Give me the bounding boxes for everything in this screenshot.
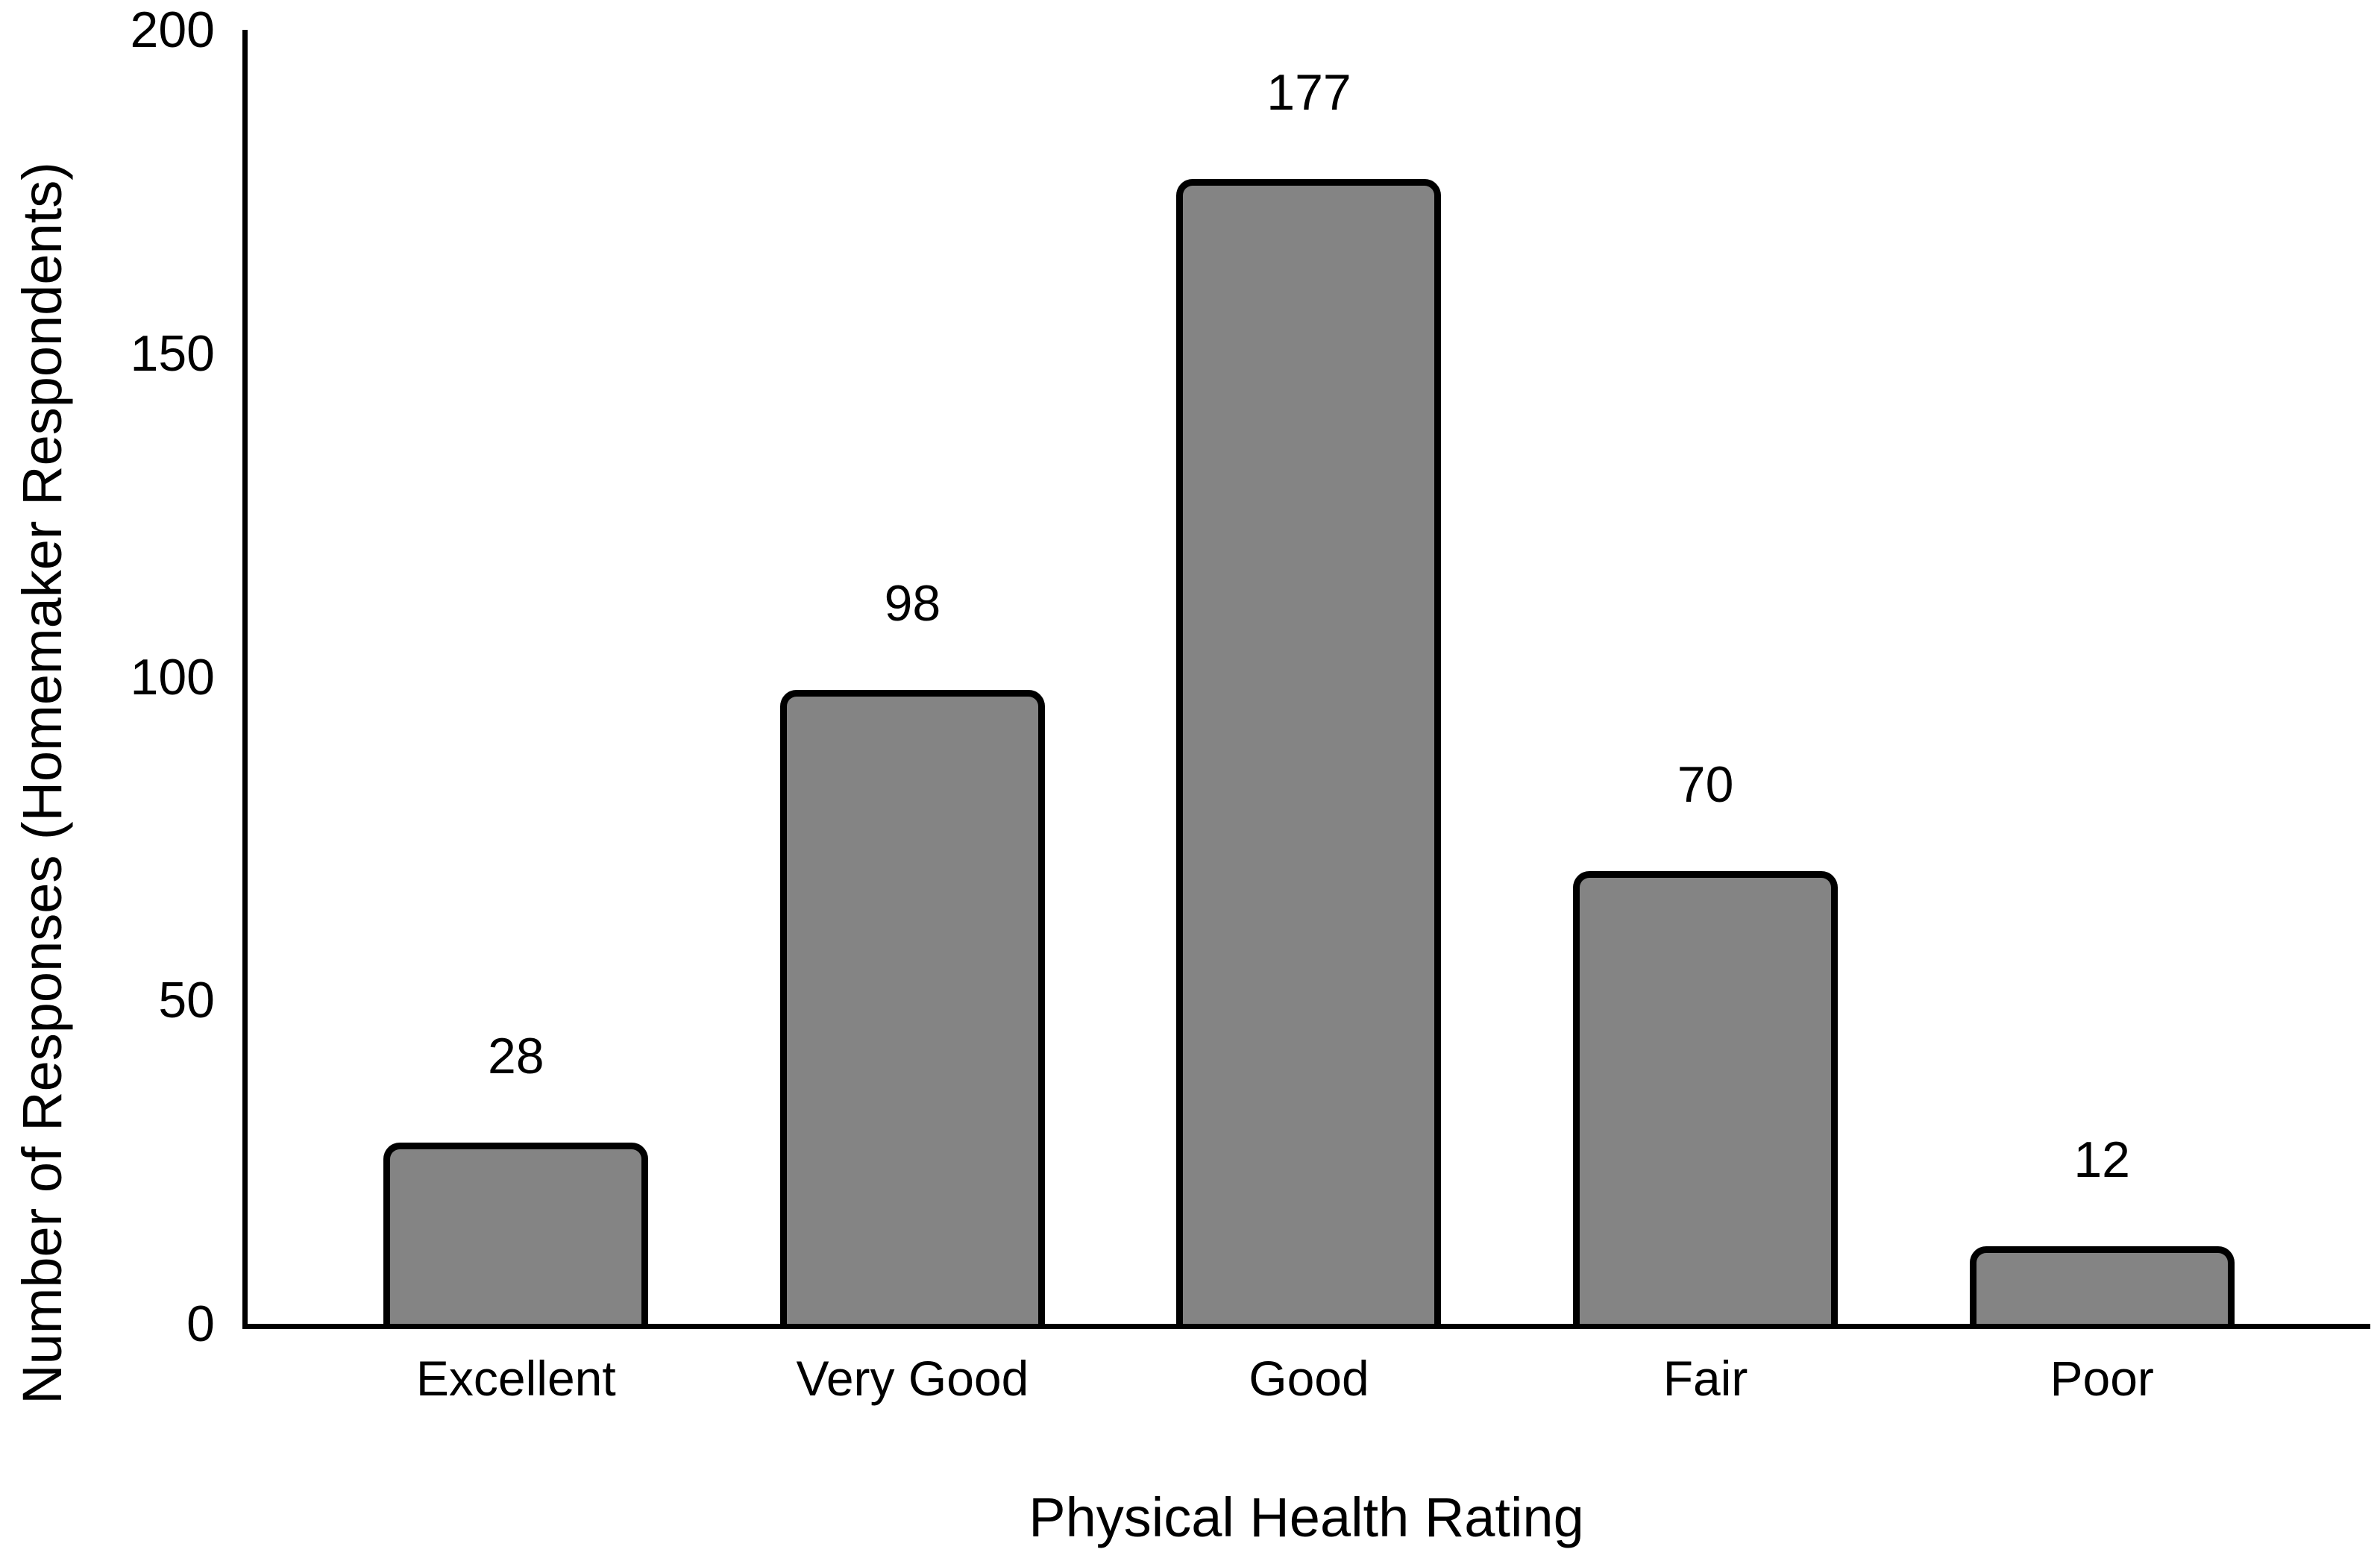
x-category-label: Fair	[1662, 1351, 1748, 1406]
x-category-label: Very Good	[796, 1351, 1029, 1406]
bar-group: 12 Poor	[1903, 30, 2300, 1403]
y-tick-label: 150	[130, 324, 215, 382]
bar-group: 98 Very Good	[715, 30, 1111, 1403]
x-category-label: Excellent	[415, 1351, 616, 1406]
y-tick-label: 200	[130, 1, 215, 58]
y-tick-label: 0	[186, 1295, 215, 1352]
bar-value-label: 12	[2073, 1131, 2130, 1189]
x-axis-title: Physical Health Rating	[1029, 1486, 1584, 1548]
bar-group: 70 Fair	[1507, 30, 1904, 1403]
bar	[383, 1143, 649, 1324]
y-axis-tick-labels: 0 50 100 150 200	[0, 4, 215, 1349]
bar	[779, 689, 1045, 1324]
bar-value-label: 177	[1266, 63, 1351, 121]
bar-value-label: 98	[884, 575, 941, 632]
bar-value-label: 28	[487, 1028, 544, 1085]
x-category-label: Good	[1249, 1351, 1369, 1406]
x-category-label: Poor	[2050, 1351, 2154, 1406]
y-tick-label: 100	[130, 648, 215, 706]
bar-value-label: 70	[1677, 756, 1734, 813]
bars-container: 28 Excellent 98 Very Good 177 Good 70 Fair 12 Poo…	[318, 30, 2300, 1403]
bar	[1176, 178, 1442, 1324]
plot-area: 28 Excellent 98 Very Good 177 Good 70 Fair 12 Poo…	[242, 30, 2370, 1403]
bar	[1573, 870, 1839, 1324]
bar-group: 177 Good	[1111, 30, 1507, 1403]
y-tick-label: 50	[158, 972, 215, 1029]
bar	[1969, 1246, 2235, 1324]
bar-group: 28 Excellent	[318, 30, 715, 1403]
